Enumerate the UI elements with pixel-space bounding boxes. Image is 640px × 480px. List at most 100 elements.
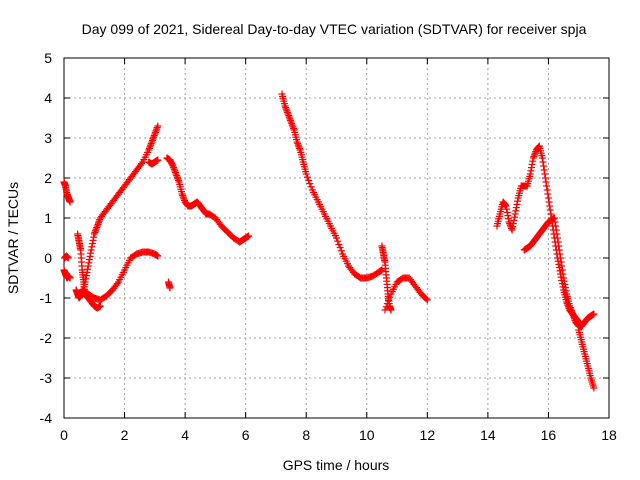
data-point-interp [503, 208, 511, 216]
data-point-interp [501, 200, 509, 208]
data-point-interp [541, 170, 549, 178]
data-point-interp [88, 243, 96, 251]
data-point-interp [527, 167, 535, 175]
data-point-interp [146, 143, 154, 151]
data-point-interp [570, 315, 578, 323]
data-point [505, 218, 513, 226]
data-point-interp [531, 149, 539, 157]
data-point-interp [382, 303, 390, 311]
data-point-interp [561, 284, 569, 292]
chart-title: Day 099 of 2021, Sidereal Day-to-day VTE… [82, 21, 587, 37]
data-point-interp [285, 112, 293, 120]
x-tick-label: 16 [541, 427, 557, 443]
data-point-interp [569, 312, 577, 320]
data-point-interp [283, 107, 291, 115]
data-point-interp [543, 186, 551, 194]
data-point-interp [305, 176, 313, 184]
data-point-interp [306, 180, 314, 188]
data-point-interp [546, 202, 554, 210]
data-point-interp [147, 140, 155, 148]
data-point-interp [337, 247, 345, 255]
x-tick-label: 6 [242, 427, 250, 443]
y-axis-label: SDTVAR / TECUs [5, 182, 21, 294]
data-point [178, 190, 186, 198]
data-point-interp [552, 226, 560, 234]
data-point [151, 130, 159, 138]
data-point-interp [555, 242, 563, 250]
x-tick-labels: 0 2 4 6 8 10 12 14 16 18 [60, 427, 617, 443]
data-point [302, 170, 310, 178]
data-point [66, 198, 74, 206]
data-point-interp [151, 128, 159, 136]
data-point-interp [289, 123, 297, 131]
data-point-interp [509, 220, 517, 228]
data-point [526, 170, 534, 178]
data-point-interp [570, 313, 578, 321]
y-tick-label: 3 [44, 130, 52, 146]
data-point-interp [95, 217, 103, 225]
data-point-interp [535, 143, 543, 151]
data-point-interp [530, 152, 538, 160]
data-point-interp [567, 305, 575, 313]
data-point-interp [150, 132, 158, 140]
data-point [560, 274, 568, 282]
data-point [333, 234, 340, 242]
data-point [145, 146, 153, 154]
data-point-interp [288, 120, 296, 128]
data-point [64, 254, 72, 262]
data-point [557, 254, 565, 262]
data-point-interp [288, 121, 296, 129]
data-point-interp [295, 143, 303, 151]
data-point-interp [562, 287, 570, 295]
x-axis-label: GPS time / hours [283, 457, 390, 473]
x-tick-label: 18 [601, 427, 617, 443]
data-point [66, 274, 74, 282]
data-point-interp [542, 178, 550, 186]
data-point-interp [503, 205, 511, 213]
data-point-interp [95, 219, 103, 227]
data-point [511, 210, 519, 218]
data-point [166, 284, 174, 292]
data-point-interp [559, 270, 567, 278]
data-point [544, 194, 552, 202]
y-tick-label: 2 [44, 170, 52, 186]
data-point-interp [294, 141, 302, 149]
data-point-interp [93, 224, 101, 232]
data-point-interp [531, 151, 539, 159]
data-point-interp [544, 190, 552, 198]
data-point-interp [138, 160, 146, 168]
data-point-interp [383, 300, 391, 308]
data-point-interp [552, 222, 560, 230]
data-point-interp [511, 213, 519, 221]
data-point-interp [529, 157, 537, 165]
data-point-interp [91, 227, 99, 235]
data-point-interp [179, 193, 187, 201]
data-point [423, 296, 431, 304]
data-point-interp [556, 250, 564, 258]
data-point-interp [568, 308, 576, 316]
y-tick-label: -1 [40, 290, 53, 306]
data-point-interp [286, 116, 294, 124]
data-point [287, 118, 295, 126]
data-point-interp [294, 140, 302, 148]
data-point [554, 234, 562, 242]
data-point-interp [180, 195, 188, 203]
data-point-interp [91, 228, 99, 236]
data-point [387, 306, 395, 314]
data-point-interp [553, 230, 561, 238]
data-point-interp [85, 256, 93, 264]
data-point-interp [171, 167, 179, 175]
data-point-interp [551, 218, 559, 226]
data-points [60, 90, 598, 392]
y-tick-label: 4 [44, 90, 52, 106]
data-point-interp [88, 240, 96, 248]
y-tick-label: 1 [44, 210, 52, 226]
data-point [87, 246, 95, 254]
data-point-interp [335, 240, 343, 248]
data-point-interp [540, 162, 548, 170]
data-point-interp [174, 175, 182, 183]
y-tick-label: -4 [40, 410, 53, 426]
data-point [245, 232, 253, 240]
data-point [90, 230, 98, 238]
data-point-interp [509, 223, 517, 231]
